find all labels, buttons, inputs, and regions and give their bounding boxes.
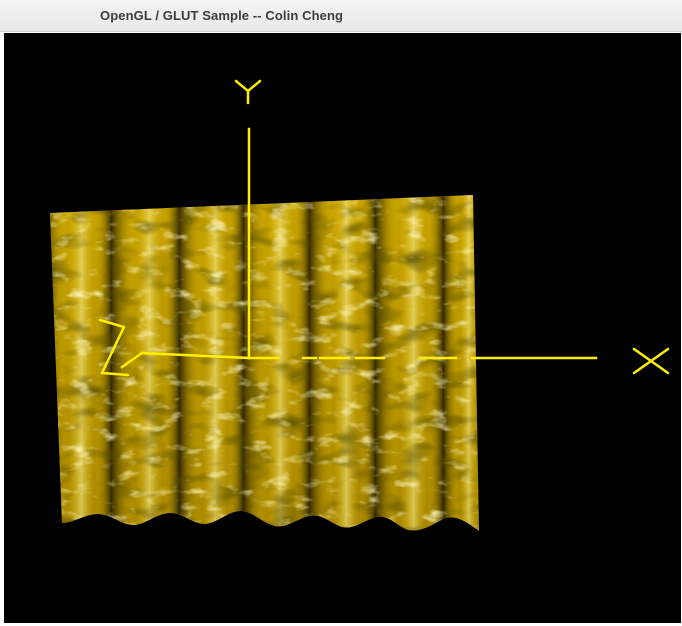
- window-titlebar[interactable]: OpenGL / GLUT Sample -- Colin Cheng: [0, 0, 682, 32]
- opengl-canvas[interactable]: [4, 33, 681, 623]
- surface-specular-noise: [50, 195, 479, 531]
- y-axis-label: [234, 79, 262, 105]
- z-axis-line-tail: [120, 351, 144, 369]
- z-axis-line: [140, 351, 251, 360]
- window-title: OpenGL / GLUT Sample -- Colin Cheng: [100, 8, 344, 23]
- wave-surface: [50, 195, 479, 531]
- axis-labels: [98, 79, 670, 377]
- z-axis-label: [98, 318, 130, 377]
- scene-svg: [50, 79, 670, 531]
- x-axis-label: [632, 347, 670, 375]
- axes: [120, 127, 598, 369]
